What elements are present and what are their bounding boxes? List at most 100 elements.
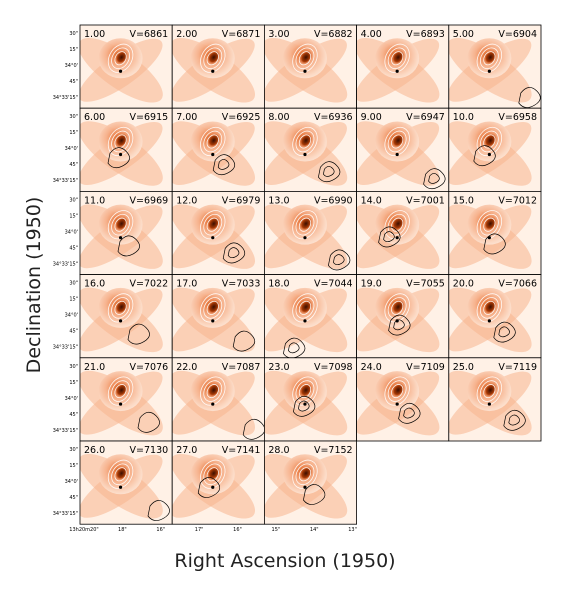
hi-contour (323, 166, 335, 177)
companion-dot (395, 402, 399, 406)
ra-tick-label: 17" (195, 527, 204, 533)
overlay-contour (206, 134, 219, 149)
panel-index: 14.0 (361, 195, 382, 206)
overlay-contour (200, 126, 226, 157)
channel-panel: 19.0 V=7055 (356, 274, 450, 359)
channel-panel: 5.00 V=6904 (448, 24, 542, 109)
panel-index: 22.0 (176, 362, 197, 373)
ra-tick-label: 16" (156, 527, 165, 533)
overlay-contour (292, 126, 318, 157)
overlay-contour (298, 467, 312, 482)
hi-contour (423, 168, 446, 190)
dec-tick-label: 30" (69, 447, 78, 453)
channel-panel: 15.0 V=7012 (448, 190, 542, 275)
companion-dot (303, 69, 307, 73)
overlay-contour (295, 47, 315, 70)
panel-velocity: V=7119 (498, 362, 537, 373)
dec-tick-label: 34°33'15" (53, 428, 78, 434)
ra-tick-label: 18" (118, 527, 127, 533)
panel-velocity: V=6936 (314, 112, 353, 123)
hi-contour (393, 319, 405, 331)
panel-velocity: V=6979 (222, 195, 261, 206)
panel-index: 20.0 (453, 279, 474, 290)
overlay-contour (295, 297, 315, 319)
channel-panel: 22.0 V=7087 (171, 357, 265, 442)
channel-panel: 16.0 V=7022 30" 15" 34°0' 45" 34°33'15" (53, 274, 173, 359)
dec-tick-label: 15" (69, 47, 78, 53)
panel-velocity: V=7055 (406, 279, 445, 290)
overlay-contour (111, 47, 130, 70)
overlay-contour (292, 43, 318, 73)
overlay-contour (479, 213, 499, 236)
dec-tick-label: 45" (69, 245, 78, 251)
hi-contour (333, 254, 345, 266)
overlay-contour (107, 293, 134, 323)
hi-contour (483, 233, 506, 255)
channel-panel: 21.0 V=7076 30" 15" 34°0' 45" 34°33'15" (53, 357, 173, 442)
panel-index: 4.00 (361, 29, 382, 40)
dec-tick-label: 45" (69, 162, 78, 168)
hi-contour (137, 411, 160, 433)
overlay-contour (384, 43, 410, 73)
overlay-contour (384, 126, 410, 157)
ra-tick-label: 14" (310, 527, 319, 533)
hi-contour (298, 400, 310, 412)
panel-velocity: V=6990 (314, 195, 353, 206)
overlay-contour (391, 134, 404, 149)
hi-contour (117, 235, 140, 257)
channel-panel: 6.00 V=6915 30" 15" 34°0' 45" 34°33'15" (53, 107, 173, 192)
overlay-contour (479, 47, 499, 70)
panel-index: 15.0 (453, 195, 474, 206)
panel-velocity: V=7044 (314, 279, 353, 290)
overlay-contour (479, 380, 499, 402)
panel-index: 17.0 (176, 279, 197, 290)
ra-tick-label: 15" (272, 527, 281, 533)
channel-panel: 23.0 V=7098 (263, 357, 357, 442)
panel-index: 6.00 (84, 112, 105, 123)
overlay-contour (200, 376, 226, 406)
channel-panel: 7.00 V=6925 (171, 107, 265, 192)
hi-contour (212, 154, 236, 176)
hi-contour (403, 407, 415, 419)
overlay-contour (476, 210, 503, 240)
companion-dot (118, 152, 123, 157)
dec-tick-label: 15" (69, 463, 78, 469)
channel-panel: 18.0 V=7044 (263, 274, 357, 359)
companion-dot (211, 69, 215, 73)
overlay-contour (203, 47, 223, 70)
ra-tick-label: 16" (233, 527, 242, 533)
hi-contour (508, 414, 520, 426)
channel-panel: 17.0 V=7033 (171, 274, 265, 359)
panel-index: 21.0 (84, 362, 105, 373)
dec-tick-label: 15" (69, 297, 78, 303)
companion-dot (395, 69, 399, 73)
overlay-contour (114, 51, 127, 66)
panel-velocity: V=6958 (498, 112, 537, 123)
companion-dot (487, 69, 491, 73)
hi-contour (498, 326, 510, 338)
panel-velocity: V=7033 (222, 279, 261, 290)
overlay-contour (391, 51, 404, 66)
overlay-contour (206, 51, 219, 66)
dec-tick-label: 30" (69, 114, 78, 120)
overlay-contour (298, 51, 312, 66)
panel-index: 7.00 (176, 112, 197, 123)
overlay-contour (111, 463, 130, 486)
channel-panel: 14.0 V=7001 (356, 190, 450, 275)
dec-tick-label: 30" (69, 281, 78, 287)
channel-panel: 4.00 V=6893 (356, 24, 450, 109)
dec-tick-label: 30" (69, 197, 78, 203)
dec-tick-label: 30" (69, 364, 78, 370)
overlay-contour (107, 459, 134, 489)
panel-frame (263, 440, 357, 525)
panel-index: 12.0 (176, 195, 197, 206)
panel-velocity: V=6969 (130, 195, 169, 206)
overlay-contour (384, 210, 410, 240)
overlay-contour (203, 380, 223, 402)
companion-dot (487, 152, 491, 157)
hi-contour (197, 477, 221, 498)
overlay-contour (387, 130, 407, 153)
panel-index: 5.00 (453, 29, 474, 40)
hi-contour (303, 484, 326, 505)
